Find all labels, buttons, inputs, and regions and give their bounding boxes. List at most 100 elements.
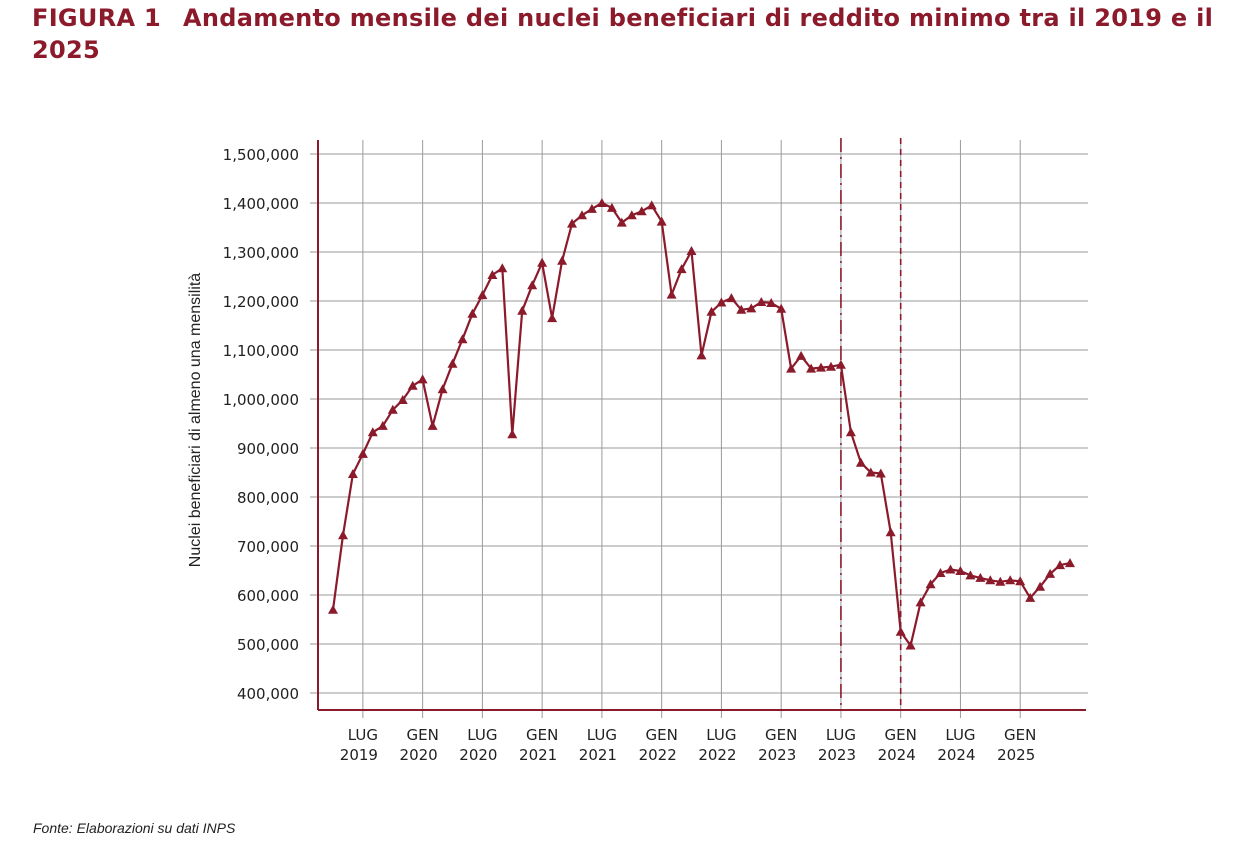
data-point-marker	[726, 293, 737, 303]
data-point-marker	[806, 363, 817, 373]
data-point-marker	[487, 270, 498, 279]
y-tick-label: 400,000	[237, 685, 299, 703]
x-tick-year: 2021	[519, 746, 557, 764]
data-point-marker	[437, 384, 448, 394]
data-point-marker	[955, 566, 966, 575]
data-point-marker	[636, 206, 647, 216]
x-tick-month: LUG	[348, 726, 378, 744]
x-tick-year: 2024	[878, 746, 916, 764]
data-point-marker	[517, 305, 528, 315]
y-axis-label: Nuclei beneficiari di almeno una mensili…	[187, 273, 204, 567]
data-point-marker	[875, 468, 886, 478]
x-tick-month: GEN	[885, 726, 917, 744]
data-point-marker	[567, 218, 577, 228]
vertical-marker-lines	[840, 138, 902, 710]
data-point-marker	[447, 358, 458, 368]
figure-title: FIGURA 1 Andamento mensile dei nuclei ben…	[32, 2, 1222, 66]
y-tick-label: 1,500,000	[223, 146, 299, 164]
data-point-marker	[696, 350, 707, 360]
data-point-marker	[1055, 560, 1065, 570]
data-point-marker	[716, 297, 727, 307]
data-point-marker	[965, 570, 976, 580]
data-point-marker	[746, 303, 757, 313]
data-point-marker	[547, 313, 558, 323]
data-point-marker	[666, 289, 677, 299]
x-tick-month: GEN	[526, 726, 558, 744]
data-point-marker	[616, 217, 627, 227]
data-point-marker	[1035, 581, 1046, 591]
data-point-marker	[855, 457, 866, 467]
y-tick-label: 1,100,000	[223, 342, 299, 360]
data-point-marker	[586, 203, 597, 213]
data-point-marker	[367, 427, 378, 437]
x-tick-month: LUG	[706, 726, 736, 744]
data-point-marker	[885, 527, 896, 537]
data-point-marker	[895, 626, 906, 636]
data-point-marker	[537, 257, 548, 267]
data-point-marker	[865, 467, 876, 477]
data-point-marker	[467, 308, 478, 318]
x-tick-year: 2023	[758, 746, 796, 764]
data-point-marker	[1065, 558, 1075, 568]
data-point-marker	[606, 202, 617, 212]
x-tick-month: GEN	[1004, 726, 1036, 744]
data-point-marker	[477, 290, 488, 300]
y-tick-label: 1,200,000	[223, 293, 299, 311]
x-tick-year: 2022	[698, 746, 736, 764]
data-point-marker	[706, 306, 717, 316]
x-tick-labels: LUG 2019 GEN 2020 LUG 2020 GEN 2021 LUG 2021 GEN 20…	[340, 726, 1037, 764]
data-point-marker	[347, 469, 358, 478]
data-point-marker	[1045, 568, 1056, 578]
x-tick-year: 2022	[639, 746, 677, 764]
data-point-marker	[776, 303, 787, 313]
data-point-marker	[736, 304, 747, 314]
x-tick-month: LUG	[467, 726, 497, 744]
x-tick-month: GEN	[765, 726, 797, 744]
data-point-marker	[417, 374, 428, 384]
data-point-marker	[995, 576, 1006, 586]
x-tick-year: 2021	[579, 746, 617, 764]
data-point-marker	[686, 246, 697, 255]
x-tick-month: GEN	[645, 726, 677, 744]
data-point-marker	[756, 297, 767, 306]
data-point-marker	[407, 380, 418, 390]
data-point-marker	[786, 363, 797, 373]
data-point-marker	[527, 280, 538, 290]
data-point-marker	[826, 361, 836, 371]
series-line-group	[328, 198, 1075, 650]
x-tick-month: GEN	[406, 726, 438, 744]
x-tick-year: 2020	[459, 746, 497, 764]
data-point-marker	[796, 350, 807, 360]
figure-title-text: Andamento mensile dei nuclei beneficiari…	[32, 4, 1214, 64]
data-point-marker	[985, 575, 996, 585]
series-line	[331, 201, 1071, 647]
data-point-marker	[387, 404, 398, 414]
data-point-marker	[397, 395, 408, 404]
source-note: Fonte: Elaborazioni su dati INPS	[33, 820, 236, 836]
data-point-marker	[457, 334, 468, 344]
x-tick-year: 2019	[340, 746, 378, 764]
y-tick-label: 1,300,000	[223, 244, 299, 262]
data-point-marker	[816, 362, 826, 372]
data-point-marker	[577, 210, 587, 220]
data-point-marker	[766, 298, 777, 307]
vertical-gridlines	[362, 140, 1021, 718]
data-point-marker	[557, 255, 568, 265]
data-point-marker	[427, 420, 438, 430]
data-point-marker	[1025, 592, 1036, 602]
x-tick-year: 2023	[818, 746, 856, 764]
data-point-marker	[596, 198, 607, 207]
x-tick-year: 2024	[937, 746, 975, 764]
data-point-marker	[357, 448, 368, 458]
x-tick-month: LUG	[826, 726, 856, 744]
data-point-marker	[656, 216, 667, 226]
x-tick-month: LUG	[945, 726, 975, 744]
data-point-marker	[845, 427, 856, 437]
data-point-marker	[975, 572, 986, 582]
x-tick-month: LUG	[587, 726, 617, 744]
y-tick-label: 1,400,000	[223, 195, 299, 213]
x-tick-year: 2025	[997, 746, 1035, 764]
x-tick-year: 2020	[400, 746, 438, 764]
y-tick-label: 600,000	[237, 587, 299, 605]
data-point-marker	[328, 604, 338, 614]
